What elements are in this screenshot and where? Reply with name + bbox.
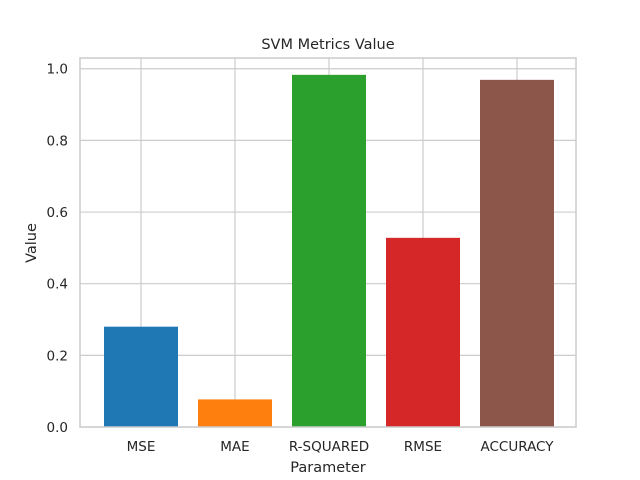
bar-rmse [386, 237, 460, 427]
y-tick-label: 1.0 [47, 62, 68, 78]
y-tick-labels: 0.0 0.2 0.4 0.6 0.8 1.0 [47, 62, 68, 436]
y-tick-label: 0.2 [47, 348, 68, 364]
y-tick-label: 0.0 [47, 420, 68, 436]
x-tick-label: R-SQUARED [289, 439, 369, 455]
y-tick-label: 0.4 [47, 277, 68, 293]
x-tick-label: ACCURACY [481, 439, 555, 455]
bar-mse [104, 326, 178, 427]
plot-frame [79, 57, 577, 428]
x-tick-label: RMSE [404, 439, 442, 455]
x-tick-label: MAE [220, 439, 249, 455]
bar-mae [198, 399, 272, 427]
y-tick-label: 0.6 [47, 205, 68, 221]
y-tick-label: 0.8 [47, 133, 68, 149]
chart-title: SVM Metrics Value [261, 37, 394, 53]
x-tick-label: MSE [127, 439, 156, 455]
bar-r-squared [292, 74, 366, 428]
bars-layer [104, 74, 554, 428]
bar-accuracy [480, 79, 554, 428]
x-tick-labels: MSE MAE R-SQUARED RMSE ACCURACY [127, 439, 555, 455]
x-axis-label: Parameter [290, 460, 365, 476]
y-axis-label: Value [24, 223, 40, 263]
